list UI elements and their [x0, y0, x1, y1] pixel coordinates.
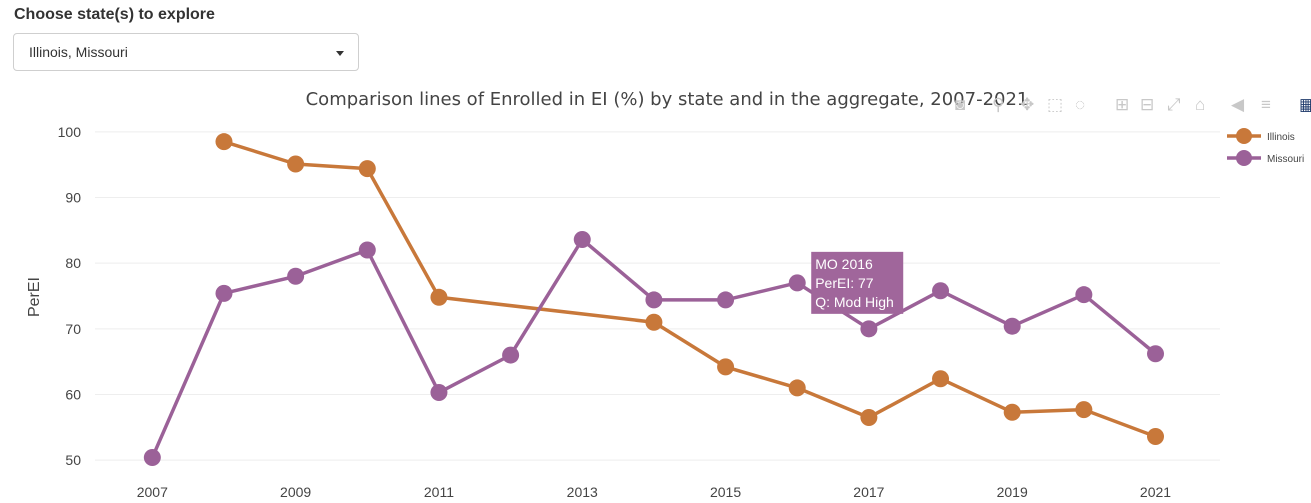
y-axis-label: PerEI [26, 277, 43, 317]
data-point-illinois[interactable] [287, 155, 305, 173]
y-tick-label: 50 [65, 452, 81, 468]
hover-closest-icon[interactable]: ◀ [1231, 95, 1245, 114]
data-point-missouri[interactable] [1003, 317, 1021, 335]
x-tick-label: 2009 [280, 484, 311, 500]
y-tick-label: 60 [65, 386, 81, 402]
hover-tooltip [811, 251, 904, 314]
y-tick-label: 80 [65, 255, 81, 271]
chart-title: Comparison lines of Enrolled in EI (%) b… [306, 89, 1029, 110]
y-tick-label: 70 [65, 321, 81, 337]
x-tick-label: 2019 [997, 484, 1028, 500]
data-point-missouri[interactable] [1075, 286, 1093, 304]
legend-label[interactable]: Illinois [1267, 132, 1295, 143]
state-picker-dropdown[interactable]: Illinois, Missouri [13, 33, 359, 71]
data-point-missouri[interactable] [215, 284, 233, 302]
data-point-illinois[interactable] [215, 133, 233, 151]
plotly-logo-icon[interactable]: ▦ [1299, 95, 1311, 114]
x-tick-label: 2021 [1140, 484, 1171, 500]
x-tick-label: 2007 [137, 484, 168, 500]
zoom-icon[interactable]: ⚲ [992, 95, 1005, 114]
y-tick-label: 90 [65, 189, 81, 205]
zoom-out-icon[interactable]: ⊟ [1140, 95, 1155, 114]
data-point-missouri[interactable] [143, 449, 161, 467]
data-point-missouri[interactable] [358, 241, 376, 259]
tooltip-line: Q: Mod High [815, 294, 894, 310]
state-picker-label: Choose state(s) to explore [14, 6, 215, 23]
x-tick-label: 2013 [567, 484, 598, 500]
chart-modebar: ◙ ⚲ ✥ ⬚ ◌ ⊞ ⊟ ⤢ ⌂ ◀ ≡ ▦ [955, 96, 1311, 116]
data-point-illinois[interactable] [788, 379, 806, 397]
camera-icon[interactable]: ◙ [955, 95, 966, 114]
home-icon[interactable]: ⌂ [1195, 95, 1206, 114]
data-point-illinois[interactable] [1147, 428, 1165, 446]
tooltip-line: PerEI: 77 [815, 275, 874, 291]
data-point-illinois[interactable] [430, 288, 448, 306]
data-point-illinois[interactable] [717, 358, 735, 376]
data-point-missouri[interactable] [932, 282, 950, 300]
legend-marker[interactable] [1236, 150, 1252, 166]
data-point-missouri[interactable] [1147, 345, 1165, 363]
data-point-illinois[interactable] [358, 160, 376, 178]
data-point-missouri[interactable] [860, 320, 878, 338]
data-point-missouri[interactable] [287, 267, 305, 285]
legend-marker[interactable] [1236, 128, 1252, 144]
zoom-in-icon[interactable]: ⊞ [1115, 95, 1130, 114]
data-point-missouri[interactable] [788, 274, 806, 292]
data-point-missouri[interactable] [430, 384, 448, 402]
data-point-missouri[interactable] [573, 231, 591, 249]
y-tick-label: 100 [58, 124, 82, 140]
tooltip-line: MO 2016 [815, 256, 873, 272]
data-point-illinois[interactable] [1075, 401, 1093, 419]
x-tick-label: 2015 [710, 484, 741, 500]
data-point-missouri[interactable] [717, 291, 735, 309]
autoscale-icon[interactable]: ⤢ [1167, 95, 1181, 114]
data-point-missouri[interactable] [645, 291, 663, 309]
x-tick-label: 2011 [424, 484, 454, 500]
legend-label[interactable]: Missouri [1267, 154, 1304, 165]
pan-icon[interactable]: ✥ [1020, 95, 1035, 114]
box-select-icon[interactable]: ⬚ [1047, 95, 1064, 114]
lasso-icon[interactable]: ◌ [1075, 95, 1086, 114]
data-point-illinois[interactable] [1003, 403, 1021, 421]
series-line-illinois [223, 139, 1157, 439]
state-picker-value: Illinois, Missouri [29, 44, 128, 60]
data-point-missouri[interactable] [502, 346, 520, 364]
data-point-illinois[interactable] [860, 408, 878, 426]
data-point-illinois[interactable] [645, 313, 663, 331]
data-point-illinois[interactable] [932, 370, 950, 388]
chevron-down-icon[interactable] [336, 51, 344, 56]
hover-compare-icon[interactable]: ≡ [1261, 95, 1271, 114]
x-tick-label: 2017 [853, 484, 884, 500]
